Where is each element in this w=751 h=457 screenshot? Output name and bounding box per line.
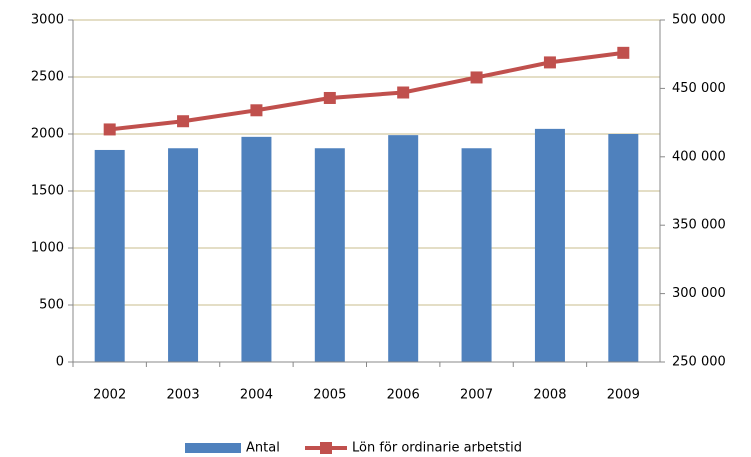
x-tick-label: 2007 (460, 388, 493, 403)
y2-tick-label: 250 000 (672, 355, 726, 370)
legend-label: Lön för ordinarie arbetstid (352, 441, 522, 456)
x-tick-label: 2009 (607, 388, 640, 403)
marker (470, 71, 483, 84)
x-tick-label: 2006 (387, 388, 420, 403)
bar (94, 149, 125, 362)
legend-swatch (320, 442, 332, 454)
bar (168, 148, 199, 362)
y-tick-label: 2500 (31, 70, 64, 85)
x-tick-label: 2004 (240, 388, 273, 403)
y-tick-label: 1500 (31, 184, 64, 199)
marker (543, 56, 556, 69)
y2-tick-label: 350 000 (672, 218, 726, 233)
y-tick-label: 2000 (31, 127, 64, 142)
marker (250, 104, 263, 117)
x-tick-label: 2008 (533, 388, 566, 403)
y-tick-label: 3000 (31, 13, 64, 28)
bar (388, 135, 419, 362)
marker (177, 115, 190, 128)
y-tick-label: 1000 (31, 241, 64, 256)
y2-tick-label: 300 000 (672, 286, 726, 301)
bar (608, 134, 639, 362)
line (109, 50, 624, 132)
marker (323, 91, 336, 104)
x-tick-label: 2005 (313, 388, 346, 403)
marker (103, 123, 116, 136)
bar (241, 136, 272, 362)
y2-tick-label: 400 000 (672, 149, 726, 164)
y-tick-label: 500 (39, 298, 64, 313)
y2-tick-label: 500 000 (672, 13, 726, 28)
bar (534, 128, 565, 362)
y2-tick-label: 450 000 (672, 81, 726, 96)
marker (617, 46, 630, 59)
y-tick-label: 0 (56, 355, 64, 370)
bar (314, 148, 345, 362)
legend-swatch (185, 443, 241, 453)
x-tick-label: 2002 (93, 388, 126, 403)
bar (461, 148, 492, 362)
legend-label: Antal (246, 441, 280, 456)
marker (397, 86, 410, 99)
x-tick-label: 2003 (167, 388, 200, 403)
